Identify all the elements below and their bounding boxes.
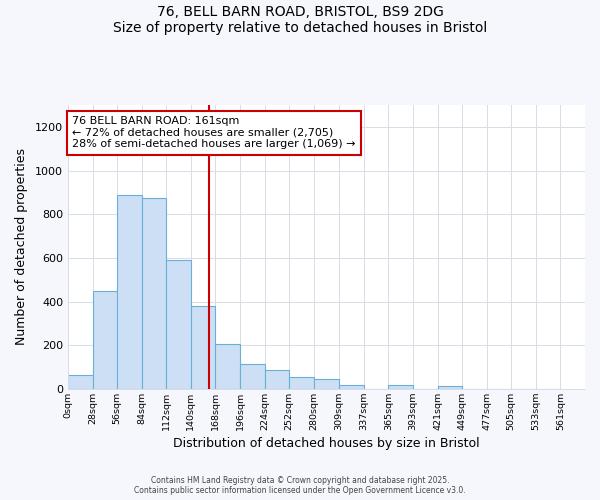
Bar xyxy=(314,379,339,389)
Text: Contains HM Land Registry data © Crown copyright and database right 2025.
Contai: Contains HM Land Registry data © Crown c… xyxy=(134,476,466,495)
Bar xyxy=(166,260,191,389)
Y-axis label: Number of detached properties: Number of detached properties xyxy=(15,148,28,346)
Bar xyxy=(289,377,314,389)
Bar xyxy=(339,385,364,389)
Bar xyxy=(191,306,215,389)
Bar xyxy=(240,364,265,389)
Text: 76, BELL BARN ROAD, BRISTOL, BS9 2DG
Size of property relative to detached house: 76, BELL BARN ROAD, BRISTOL, BS9 2DG Siz… xyxy=(113,5,487,35)
Bar xyxy=(265,370,289,389)
Bar xyxy=(437,386,462,389)
X-axis label: Distribution of detached houses by size in Bristol: Distribution of detached houses by size … xyxy=(173,437,480,450)
Bar xyxy=(215,344,240,389)
Bar xyxy=(92,290,117,389)
Bar xyxy=(117,194,142,389)
Bar xyxy=(68,374,92,389)
Text: 76 BELL BARN ROAD: 161sqm
← 72% of detached houses are smaller (2,705)
28% of se: 76 BELL BARN ROAD: 161sqm ← 72% of detac… xyxy=(73,116,356,150)
Bar xyxy=(388,385,413,389)
Bar xyxy=(142,198,166,389)
